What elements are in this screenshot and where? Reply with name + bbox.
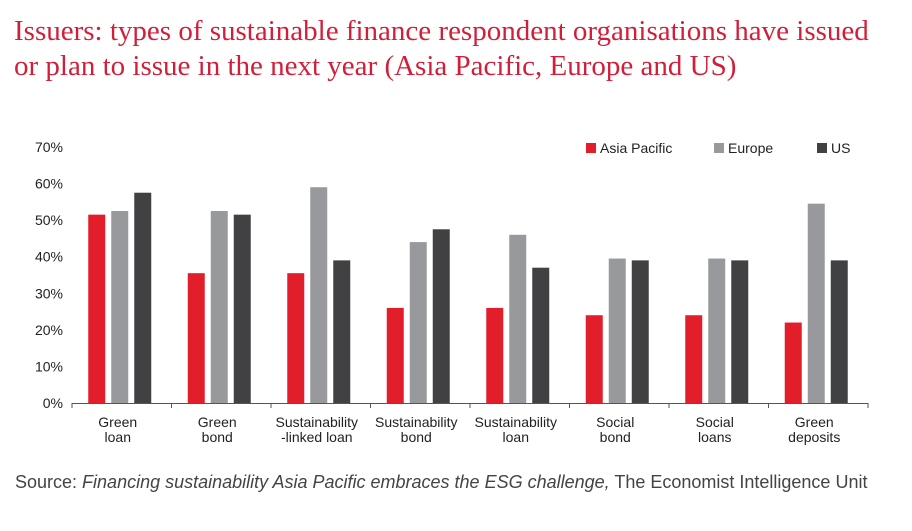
x-axis-ticks bbox=[71, 403, 869, 408]
y-tick-label: 40% bbox=[35, 249, 63, 265]
bar-asia-pacific bbox=[784, 322, 802, 403]
source-publisher: The Economist Intelligence Unit bbox=[609, 472, 868, 492]
bar-us bbox=[532, 267, 550, 403]
bar-us bbox=[830, 260, 848, 403]
category-label: Sustainability loan bbox=[475, 414, 558, 445]
y-tick-label: 0% bbox=[43, 395, 63, 411]
chart-title: Issuers: types of sustainable finance re… bbox=[14, 15, 869, 82]
bar-europe bbox=[111, 211, 129, 403]
category-labels: Green loan Green bond Sustainability -linked … bbox=[98, 414, 840, 445]
legend-label: Asia Pacific bbox=[600, 140, 672, 156]
bar-us bbox=[333, 260, 351, 403]
bar-asia-pacific bbox=[386, 307, 404, 403]
bar-us bbox=[134, 192, 152, 403]
bars bbox=[88, 187, 848, 403]
y-tick-label: 50% bbox=[35, 212, 63, 228]
source-prefix: Source: bbox=[15, 472, 83, 492]
bar-europe bbox=[210, 211, 228, 403]
category-label: Social bond bbox=[596, 414, 634, 445]
category-label: Green deposits bbox=[788, 414, 840, 445]
bar-asia-pacific bbox=[187, 273, 205, 403]
legend: Asia Pacific Europe US bbox=[586, 140, 850, 156]
category-label: Social loans bbox=[696, 414, 734, 445]
bar-asia-pacific bbox=[486, 307, 504, 403]
source-note: Source: Financing sustainability Asia Pa… bbox=[15, 470, 905, 494]
bar-europe bbox=[409, 242, 427, 403]
legend-label: Europe bbox=[728, 140, 773, 156]
bar-us bbox=[233, 214, 251, 403]
legend-swatch bbox=[586, 143, 596, 153]
y-axis-ticks: 0% 10% 20% 30% 40% 50% 60% 70% bbox=[35, 139, 63, 411]
bar-asia-pacific bbox=[585, 315, 603, 403]
category-label: Sustainability bond bbox=[375, 414, 458, 445]
legend-swatch bbox=[817, 143, 827, 153]
bar-europe bbox=[708, 258, 726, 403]
bar-europe bbox=[509, 234, 527, 403]
bar-us bbox=[631, 260, 649, 403]
category-label: Sustainability -linked loan bbox=[276, 414, 359, 445]
y-tick-label: 30% bbox=[35, 285, 63, 301]
y-tick-label: 70% bbox=[35, 139, 63, 155]
bar-asia-pacific bbox=[88, 214, 106, 403]
bar-europe bbox=[310, 187, 328, 403]
bar-us bbox=[432, 229, 450, 403]
bar-asia-pacific bbox=[685, 315, 703, 403]
bar-us bbox=[731, 260, 749, 403]
legend-swatch bbox=[714, 143, 724, 153]
y-tick-label: 20% bbox=[35, 322, 63, 338]
bar-asia-pacific bbox=[287, 273, 305, 403]
y-tick-label: 60% bbox=[35, 176, 63, 192]
y-tick-label: 10% bbox=[35, 358, 63, 374]
source-title: Financing sustainability Asia Pacific em… bbox=[82, 472, 610, 492]
bar-europe bbox=[608, 258, 626, 403]
legend-label: US bbox=[831, 140, 850, 156]
bar-europe bbox=[807, 203, 825, 403]
category-label: Green loan bbox=[98, 414, 137, 445]
category-label: Green bond bbox=[198, 414, 237, 445]
